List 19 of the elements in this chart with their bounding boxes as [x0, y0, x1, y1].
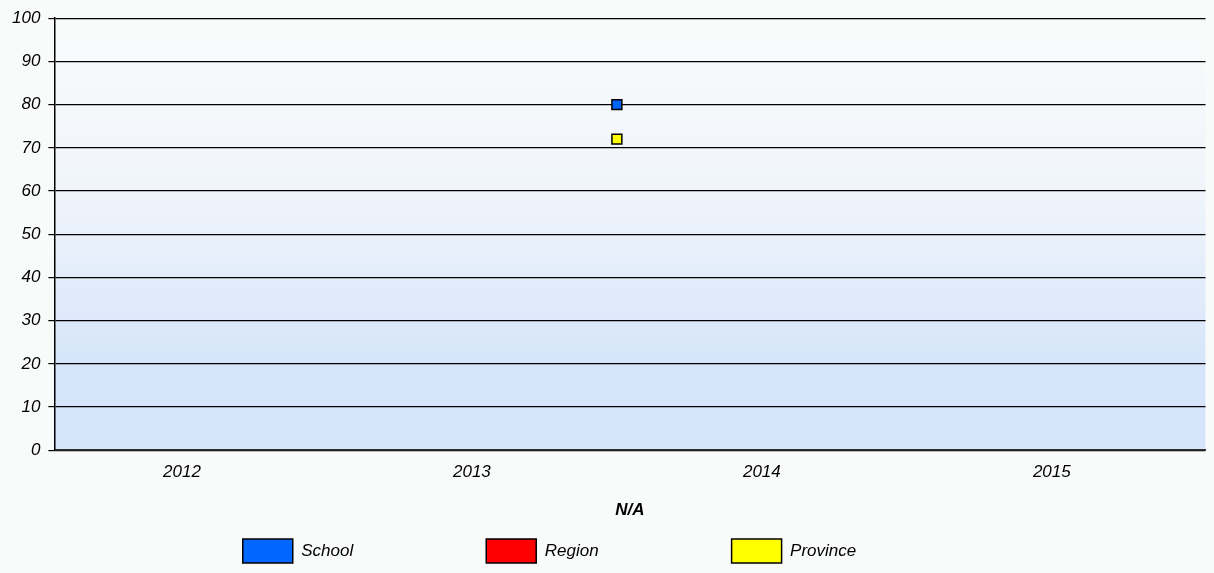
- y-tick-label: 100: [11, 7, 41, 27]
- y-tick-label: 40: [21, 267, 41, 287]
- y-tick-label: 70: [21, 137, 41, 157]
- x-tick-label: 2012: [162, 462, 202, 482]
- y-tick-label: 60: [21, 180, 41, 200]
- x-tick-label: 2013: [451, 462, 492, 482]
- x-tick-label: 2015: [1031, 462, 1072, 482]
- x-tick-label: 2014: [741, 462, 781, 482]
- y-tick-label: 20: [20, 353, 41, 373]
- y-tick-label: 80: [21, 94, 41, 114]
- legend-label: Region: [544, 540, 718, 560]
- y-tick-label: 50: [21, 223, 41, 243]
- legend-label: School: [301, 540, 473, 560]
- x-axis-title: N/A: [615, 500, 645, 520]
- legend-label: Province: [790, 540, 976, 560]
- y-tick-label: 90: [21, 51, 41, 71]
- y-tick-label: 30: [21, 310, 41, 330]
- y-tick-label: 10: [21, 396, 41, 416]
- y-tick-label: 0: [30, 439, 41, 459]
